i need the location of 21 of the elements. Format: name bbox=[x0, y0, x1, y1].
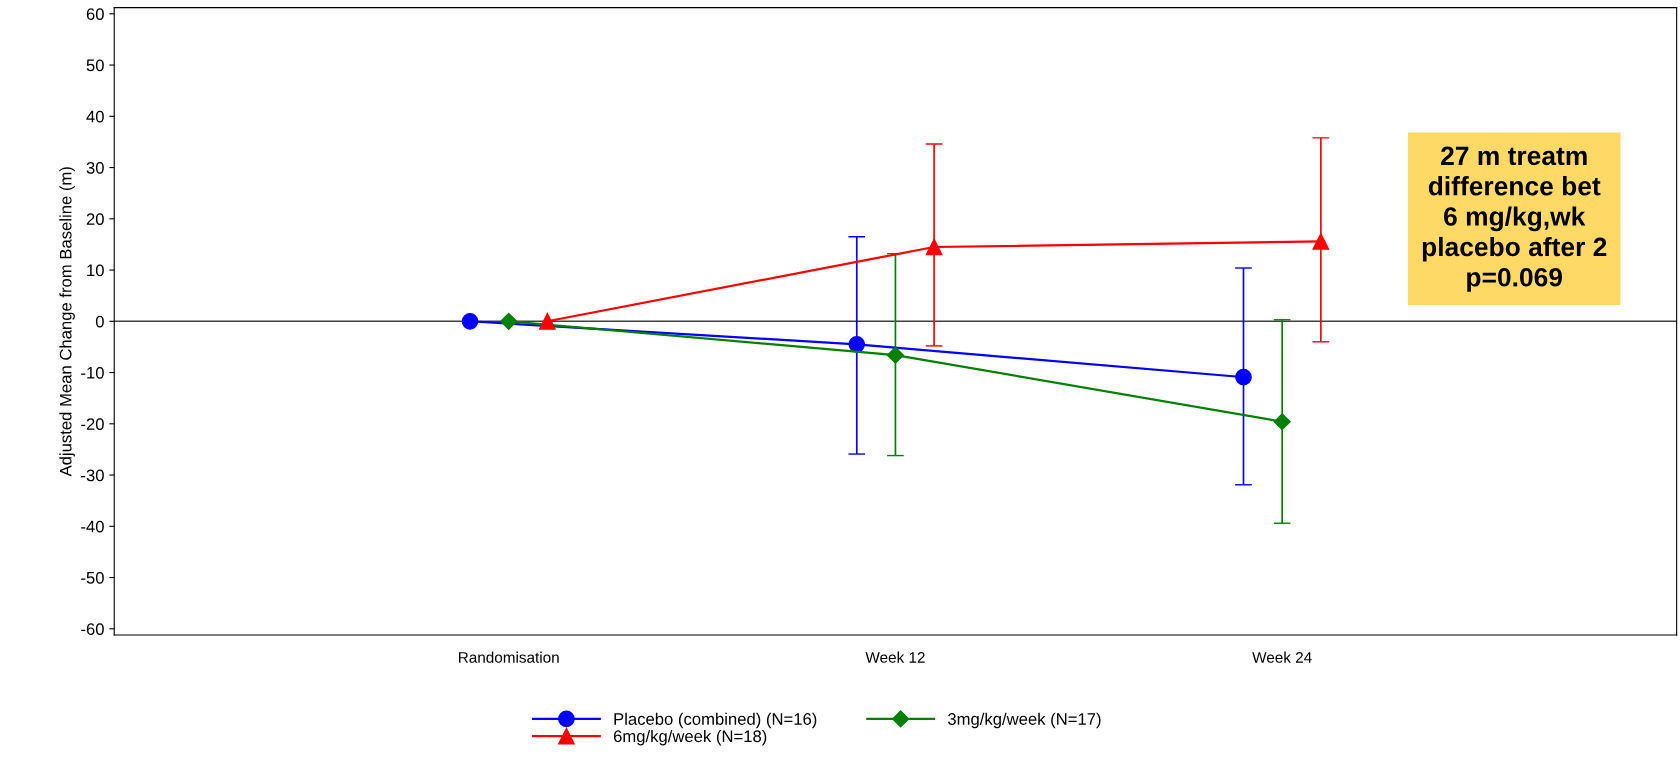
y-tick-label: 40 bbox=[86, 110, 104, 123]
y-tick-label: 50 bbox=[86, 59, 104, 72]
y-tick-label: 10 bbox=[87, 264, 104, 277]
y-tick-label: -60 bbox=[81, 623, 104, 635]
y-tick-label: -30 bbox=[81, 469, 104, 482]
y-tick-label: -40 bbox=[81, 520, 104, 533]
y-tick-label: 0 bbox=[95, 315, 104, 328]
legend-label: Placebo (combined) (N=16) bbox=[614, 712, 817, 729]
y-tick-label: -10 bbox=[81, 366, 104, 379]
y-tick-label: -20 bbox=[81, 418, 104, 430]
x-tick-label: Week 24 bbox=[1252, 651, 1312, 663]
annotation: 27 m treatm difference bet 6 mg/kg,wk placebo after 2 p=0.069 bbox=[1422, 146, 1607, 292]
y-tick-label: 20 bbox=[86, 213, 104, 225]
x-tick-label: Week 12 bbox=[865, 651, 925, 663]
legend-label: 3mg/kg/week (N=17) bbox=[947, 712, 1101, 729]
x-tick-label: Randomisation bbox=[459, 651, 559, 663]
y-axis-title: Adjusted Mean Change from Baseline (m) bbox=[59, 167, 75, 477]
y-tick-label: 60 bbox=[86, 8, 104, 20]
y-tick-label: 30 bbox=[86, 161, 104, 174]
y-tick-label: -50 bbox=[81, 571, 104, 584]
legend-label: 6mg/kg/week (N=18) bbox=[613, 729, 767, 746]
